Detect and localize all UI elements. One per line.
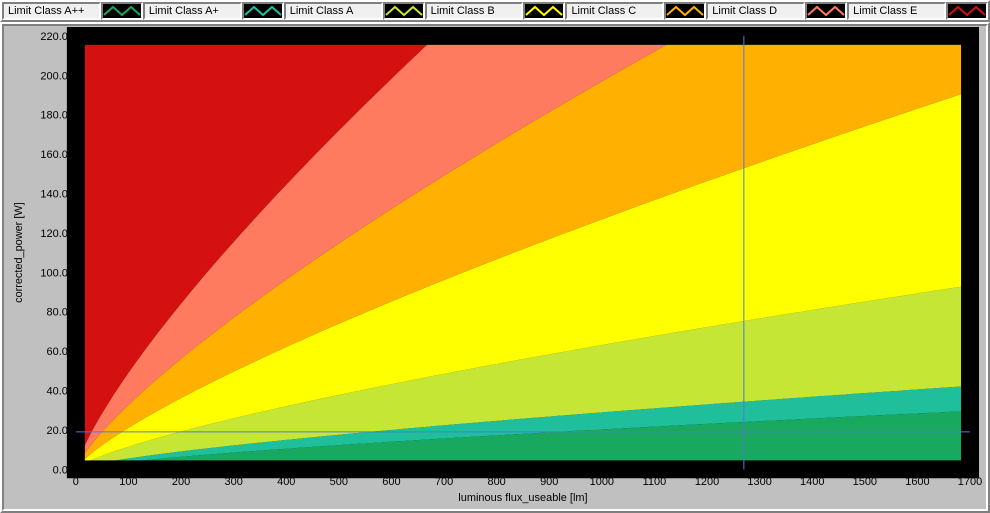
svg-text:160.0: 160.0 — [40, 149, 67, 161]
legend-item: Limit Class C — [565, 2, 706, 20]
svg-text:220.0: 220.0 — [40, 31, 67, 43]
svg-text:1400: 1400 — [800, 476, 824, 488]
svg-text:100: 100 — [119, 476, 137, 488]
legend-label: Limit Class C — [565, 2, 664, 20]
legend-item: Limit Class A — [284, 2, 425, 20]
svg-text:1600: 1600 — [905, 476, 929, 488]
svg-text:600: 600 — [382, 476, 400, 488]
svg-text:180.0: 180.0 — [40, 110, 67, 122]
svg-text:200: 200 — [172, 476, 190, 488]
svg-text:140.0: 140.0 — [40, 189, 67, 201]
legend-bar: Limit Class A++ Limit Class A+ Limit Class… — [0, 0, 990, 22]
legend-item: Limit Class A++ — [2, 2, 143, 20]
legend-label: Limit Class A++ — [2, 2, 101, 20]
x-axis-title: luminous flux_useable [lm] — [458, 492, 587, 504]
legend-label: Limit Class B — [425, 2, 524, 20]
legend-label: Limit Class E — [847, 2, 946, 20]
svg-text:200.0: 200.0 — [40, 70, 67, 82]
chart-area: 0 100 200 300 400 500 600 700 800 900 1000 1100 1200… — [2, 24, 988, 511]
svg-text:1700: 1700 — [958, 476, 982, 488]
svg-text:1300: 1300 — [747, 476, 771, 488]
legend-label: Limit Class A — [284, 2, 383, 20]
legend-swatch — [101, 2, 143, 20]
svg-text:1100: 1100 — [643, 476, 667, 488]
y-axis-title: corrected_power [W] — [13, 202, 25, 303]
svg-text:800: 800 — [487, 476, 505, 488]
svg-text:1200: 1200 — [695, 476, 719, 488]
svg-text:20.0: 20.0 — [47, 425, 68, 437]
legend-swatch — [242, 2, 284, 20]
svg-text:400: 400 — [277, 476, 295, 488]
svg-text:900: 900 — [540, 476, 558, 488]
legend-item: Limit Class B — [425, 2, 566, 20]
svg-text:40.0: 40.0 — [47, 386, 68, 398]
legend-swatch — [523, 2, 565, 20]
legend-item: Limit Class A+ — [143, 2, 284, 20]
svg-text:0.0: 0.0 — [53, 464, 68, 476]
legend-label: Limit Class D — [706, 2, 805, 20]
legend-swatch — [383, 2, 425, 20]
svg-text:0: 0 — [73, 476, 79, 488]
svg-text:500: 500 — [330, 476, 348, 488]
legend-swatch — [946, 2, 988, 20]
legend-label: Limit Class A+ — [143, 2, 242, 20]
svg-text:100.0: 100.0 — [40, 267, 67, 279]
svg-text:1000: 1000 — [590, 476, 614, 488]
svg-text:120.0: 120.0 — [40, 228, 67, 240]
svg-text:80.0: 80.0 — [47, 307, 68, 319]
legend-item: Limit Class D — [706, 2, 847, 20]
legend-swatch — [805, 2, 847, 20]
svg-text:1500: 1500 — [853, 476, 877, 488]
svg-text:60.0: 60.0 — [47, 346, 68, 358]
energy-class-chart: 0 100 200 300 400 500 600 700 800 900 1000 1100 1200… — [4, 26, 986, 509]
legend-item: Limit Class E — [847, 2, 988, 20]
svg-text:700: 700 — [435, 476, 453, 488]
svg-text:300: 300 — [224, 476, 242, 488]
legend-swatch — [664, 2, 706, 20]
